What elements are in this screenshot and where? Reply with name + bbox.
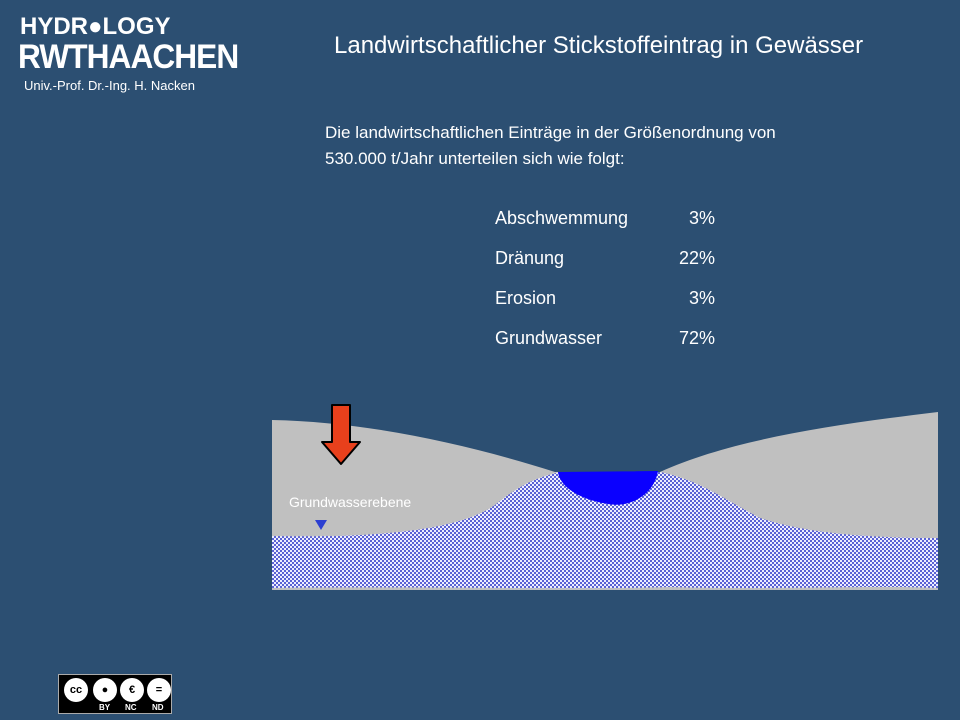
by-person-icon: ●: [93, 678, 117, 702]
river-water: [558, 471, 658, 505]
groundwater-level-marker-icon: [315, 520, 327, 530]
nd-noderivatives-icon: =: [147, 678, 171, 702]
breakdown-value: 3%: [688, 208, 715, 228]
breakdown-label: Abschwemmung: [495, 208, 629, 228]
intro-line-1: Die landwirtschaftlichen Einträge in der…: [325, 123, 776, 142]
cc-icon: cc: [64, 678, 88, 702]
creative-commons-license-badge: cc ● € = BY NC ND: [58, 674, 172, 714]
breakdown-value: 72%: [678, 328, 715, 348]
groundwater-cross-section-diagram: [272, 404, 938, 590]
breakdown-value: 22%: [678, 248, 715, 268]
breakdown-label: Dränung: [495, 248, 565, 268]
groundwater-level-label: Grundwasserebene: [289, 494, 412, 510]
breakdown-value: 3%: [688, 288, 715, 308]
nitrogen-input-arrow-icon: [321, 404, 361, 465]
cc-nd-text: ND: [152, 703, 164, 712]
breakdown-label: Erosion: [495, 288, 557, 308]
intro-text: Die landwirtschaftlichen Einträge in der…: [325, 120, 925, 172]
logo-professor-subtitle: Univ.-Prof. Dr.-Ing. H. Nacken: [24, 78, 195, 93]
slide-title: Landwirtschaftlicher Stickstoffeintrag i…: [334, 32, 864, 59]
cc-nc-text: NC: [125, 703, 137, 712]
logo-rwth-text: RWTHAACHEN: [18, 38, 239, 76]
breakdown-label: Grundwasser: [495, 328, 603, 348]
cc-by-text: BY: [99, 703, 111, 712]
nc-noncommercial-icon: €: [120, 678, 144, 702]
intro-line-2: 530.000 t/Jahr unterteilen sich wie folg…: [325, 149, 625, 168]
groundwater-zone: [272, 472, 938, 589]
logo-hydrology-text: HYDR●LOGY: [20, 13, 171, 40]
